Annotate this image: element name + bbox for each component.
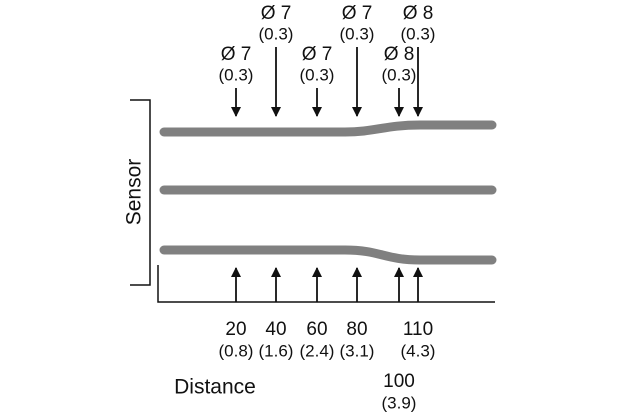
probe-distance-in: (0.8) (219, 341, 254, 360)
probe-diameter: Ø 7 (342, 3, 373, 24)
probe-distance: 110 (403, 319, 433, 340)
probe-distance: 40 (265, 319, 286, 340)
distance-label: Distance (174, 376, 256, 399)
upper-wire (159, 120, 497, 137)
probe-diameter: Ø 7 (221, 44, 252, 65)
probe-diameter: Ø 8 (384, 44, 415, 65)
probe-diameter: Ø 8 (403, 3, 434, 24)
probe-distance-in: (2.4) (300, 341, 335, 360)
probe-tolerance: (0.3) (382, 65, 417, 84)
probe-tolerance: (0.3) (219, 65, 254, 84)
sensor-label: Sensor (123, 159, 146, 226)
probe-distance-in: (3.9) (382, 393, 417, 412)
probe-distance: 20 (225, 319, 246, 340)
distance-axis (157, 265, 495, 303)
probe-diameter: Ø 7 (261, 3, 292, 24)
sensor-bracket (130, 99, 151, 286)
probe-distance: 80 (346, 319, 367, 340)
probe-tolerance: (0.3) (259, 24, 294, 43)
probe-distance: 60 (306, 319, 327, 340)
probe-tolerance: (0.3) (340, 24, 375, 43)
probe-distance-in: (4.3) (401, 341, 436, 360)
lower-wire (159, 245, 497, 265)
probe-distance-in: (1.6) (259, 341, 294, 360)
probes: Ø 7(0.3)20(0.8)Ø 7(0.3)40(1.6)Ø 7(0.3)60… (219, 3, 436, 412)
probe-distance-in: (3.1) (340, 341, 375, 360)
probe-tolerance: (0.3) (401, 24, 436, 43)
probe-diameter: Ø 7 (302, 44, 333, 65)
probe-distance: 100 (383, 371, 415, 392)
probe-tolerance: (0.3) (300, 65, 335, 84)
